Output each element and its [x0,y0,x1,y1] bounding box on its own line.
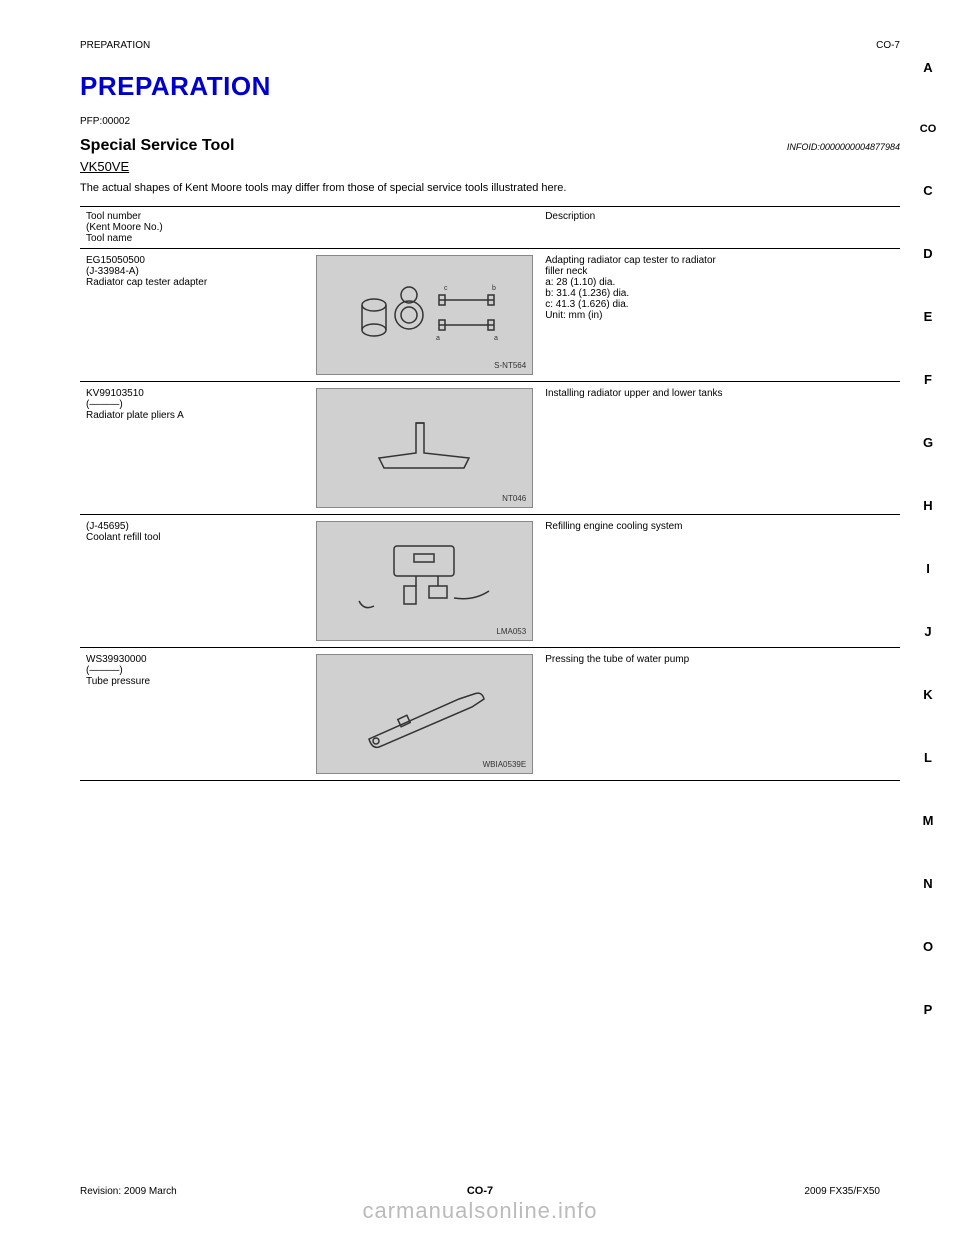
svg-text:a: a [494,335,498,342]
tab-d[interactable]: D [916,246,940,261]
watermark: carmanualsonline.info [0,1198,960,1224]
tab-l[interactable]: L [916,750,940,765]
tab-a[interactable]: A [916,60,940,75]
image-label: S-NT564 [494,361,526,370]
th-image [310,207,540,249]
table-row: WS39930000 (———) Tube pressure WBIA0539E… [80,648,900,781]
tool-name-cell: (J-45695) Coolant refill tool [80,515,310,648]
tool-image-cell: NT046 [310,382,540,515]
tool-desc-cell: Pressing the tube of water pump [539,648,900,781]
tool-image-cell: WBIA0539E [310,648,540,781]
tab-o[interactable]: O [916,939,940,954]
tool-illustration: NT046 [316,388,534,508]
tab-f[interactable]: F [916,372,940,387]
tab-m[interactable]: M [916,813,940,828]
header-left: PREPARATION [80,40,150,51]
tool-illustration: WBIA0539E [316,654,534,774]
table-row: KV99103510 (———) Radiator plate pliers A… [80,382,900,515]
svg-text:b: b [492,285,496,292]
subtitle: VK50VE [80,159,900,174]
tool-desc-cell: Adapting radiator cap tester to radiator… [539,249,900,382]
image-label: NT046 [502,494,526,503]
side-tabs: A CO C D E F G H I J K L M N O P [916,60,940,1017]
tab-j[interactable]: J [916,624,940,639]
model-text: 2009 FX35/FX50 [804,1186,880,1197]
tool-desc-cell: Installing radiator upper and lower tank… [539,382,900,515]
section-title: Special Service Tool [80,137,234,155]
tab-co[interactable]: CO [916,123,940,135]
table-row: (J-45695) Coolant refill tool [80,515,900,648]
tab-n[interactable]: N [916,876,940,891]
header-right: CO-7 [876,40,900,51]
table-row: EG15050500 (J-33984-A) Radiator cap test… [80,249,900,382]
th-tool: Tool number (Kent Moore No.) Tool name [80,207,310,249]
info-id: INFOID:0000000004877984 [787,142,900,152]
tool-image-cell: LMA053 [310,515,540,648]
tool-illustration: c b a a S-NT564 [316,255,534,375]
tab-k[interactable]: K [916,687,940,702]
tab-e[interactable]: E [916,309,940,324]
tab-c[interactable]: C [916,183,940,198]
tool-name-cell: KV99103510 (———) Radiator plate pliers A [80,382,310,515]
tools-table: Tool number (Kent Moore No.) Tool name D… [80,206,900,781]
tab-i[interactable]: I [916,561,940,576]
image-label: WBIA0539E [483,760,527,769]
tool-name-cell: EG15050500 (J-33984-A) Radiator cap test… [80,249,310,382]
th-desc: Description [539,207,900,249]
svg-text:c: c [444,285,448,292]
tool-name-cell: WS39930000 (———) Tube pressure [80,648,310,781]
tab-g[interactable]: G [916,435,940,450]
pfp-code: PFP:00002 [80,116,900,127]
tab-p[interactable]: P [916,1002,940,1017]
svg-text:a: a [436,335,440,342]
tab-h[interactable]: H [916,498,940,513]
tool-image-cell: c b a a S-NT564 [310,249,540,382]
intro-text: The actual shapes of Kent Moore tools ma… [80,182,900,194]
main-title: PREPARATION [80,71,900,102]
tool-illustration: LMA053 [316,521,534,641]
tool-desc-cell: Refilling engine cooling system [539,515,900,648]
image-label: LMA053 [496,627,526,636]
